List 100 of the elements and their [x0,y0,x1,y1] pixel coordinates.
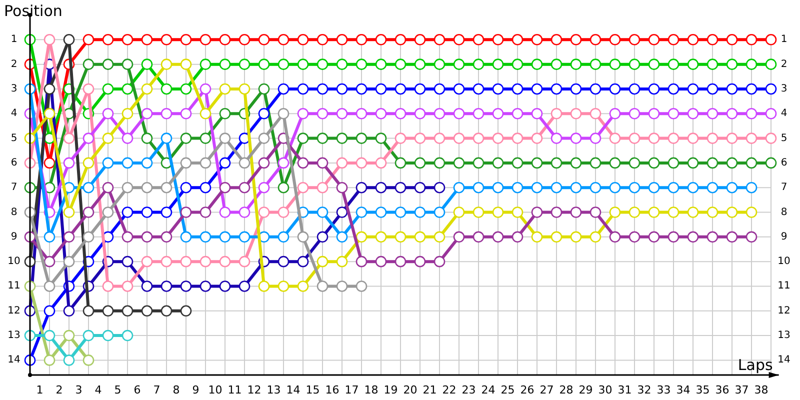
x-axis-title: Laps [738,356,773,374]
y-tick-label: 12 [8,305,20,316]
point [726,231,738,243]
x-tick-label: 20 [403,384,418,396]
point [394,231,406,243]
point [102,280,114,292]
point [122,330,134,342]
point [414,206,426,218]
point [726,34,738,46]
point [394,83,406,95]
point [219,157,231,169]
point [453,157,465,169]
point [765,157,777,169]
point [122,256,134,268]
point [706,231,718,243]
point [63,157,75,169]
point [472,58,484,70]
y2-tick-label: 11 [778,280,790,292]
point [316,256,328,268]
point [706,83,718,95]
point [570,83,582,95]
point [200,157,212,169]
point [219,58,231,70]
point [531,34,543,46]
point [219,132,231,144]
y2-tick-label: 4 [780,108,788,120]
point [434,132,446,144]
point [453,58,465,70]
point [375,132,387,144]
point [316,157,328,169]
point [512,132,524,144]
point [316,280,328,292]
point [63,34,75,46]
point [531,157,543,169]
point [726,206,738,218]
y-tick-label: 8 [10,206,18,218]
point [258,157,270,169]
point [512,34,524,46]
point [570,231,582,243]
point [375,58,387,70]
point [687,83,699,95]
point [492,206,504,218]
point [746,108,758,120]
x-tick-label: 17 [344,384,359,396]
x-tick-label: 37 [734,384,749,396]
point [141,108,153,120]
x-tick-label: 24 [481,384,496,396]
point [102,34,114,46]
point [44,330,56,342]
point [531,182,543,194]
point [550,83,562,95]
point [746,157,758,169]
point [668,34,680,46]
point [434,182,446,194]
point [336,58,348,70]
point [102,58,114,70]
point [63,354,75,366]
x-tick-label: 38 [754,384,768,396]
point [668,132,680,144]
point [590,34,602,46]
point [336,231,348,243]
point [609,182,621,194]
point [44,83,56,95]
point [414,83,426,95]
y-tick-label: 11 [8,280,20,292]
point [297,231,309,243]
point [356,157,368,169]
point [160,231,172,243]
point [316,206,328,218]
point [278,108,290,120]
x-tick-label: 22 [442,384,456,396]
point [434,206,446,218]
point [141,280,153,292]
point [82,83,94,95]
point [316,58,328,70]
point [668,231,680,243]
point [492,34,504,46]
point [590,108,602,120]
point [258,58,270,70]
point [238,231,250,243]
point [160,256,172,268]
point [180,206,192,218]
point [200,132,212,144]
point [336,280,348,292]
point [102,108,114,120]
point [278,157,290,169]
y-tick-label: 14 [8,354,20,366]
point [746,58,758,70]
point [687,34,699,46]
y-axis-title: Position [4,2,62,20]
point [628,132,640,144]
point [336,83,348,95]
point [492,83,504,95]
point [687,231,699,243]
point [238,280,250,292]
point [238,83,250,95]
point [765,132,777,144]
point [356,280,368,292]
point [82,58,94,70]
point [550,206,562,218]
